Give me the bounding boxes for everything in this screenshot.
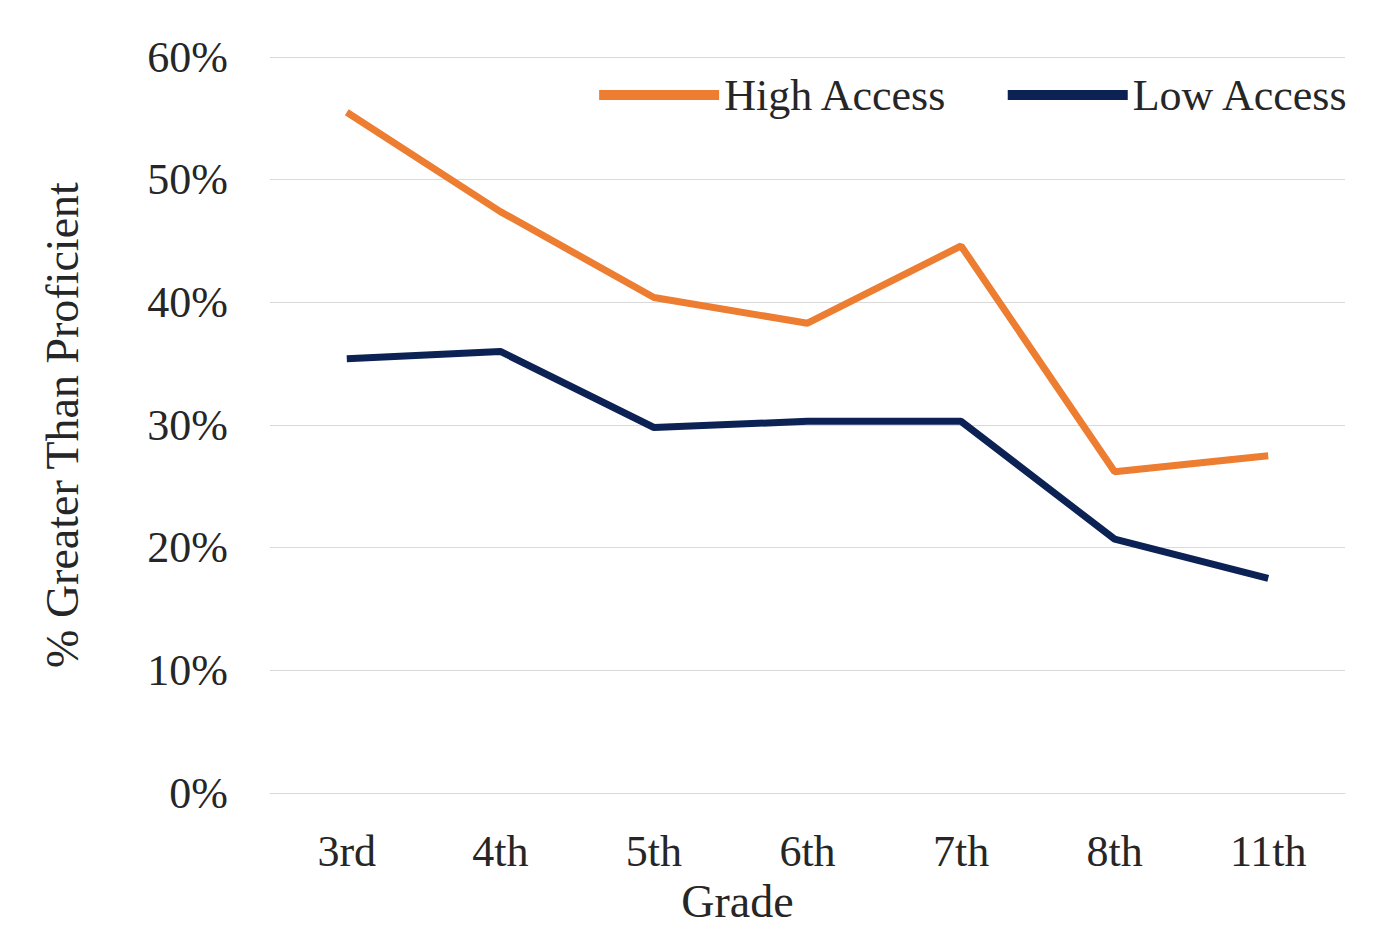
- svg-text:Low Access: Low Access: [1133, 71, 1347, 120]
- svg-text:40%: 40%: [147, 278, 228, 327]
- svg-text:8th: 8th: [1087, 827, 1143, 876]
- svg-text:0%: 0%: [169, 769, 228, 818]
- svg-text:High Access: High Access: [724, 71, 945, 120]
- svg-text:6th: 6th: [779, 827, 835, 876]
- svg-text:7th: 7th: [933, 827, 989, 876]
- svg-text:11th: 11th: [1230, 827, 1307, 876]
- svg-text:30%: 30%: [147, 401, 228, 450]
- svg-text:% Greater Than Proficient: % Greater Than Proficient: [37, 182, 88, 668]
- svg-text:3rd: 3rd: [317, 827, 376, 876]
- svg-text:5th: 5th: [626, 827, 682, 876]
- svg-text:10%: 10%: [147, 646, 228, 695]
- svg-text:4th: 4th: [472, 827, 528, 876]
- svg-text:20%: 20%: [147, 523, 228, 572]
- svg-text:60%: 60%: [147, 33, 228, 82]
- svg-text:50%: 50%: [147, 155, 228, 204]
- svg-text:Grade: Grade: [681, 876, 793, 927]
